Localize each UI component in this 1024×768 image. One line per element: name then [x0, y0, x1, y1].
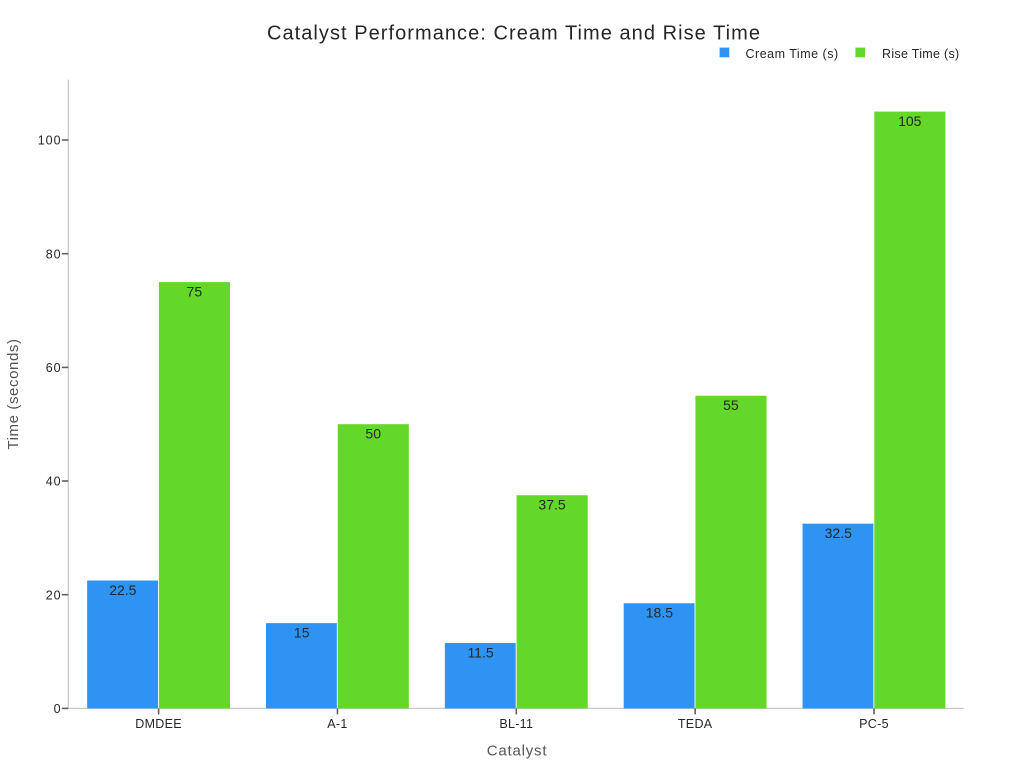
svg-text:11.5: 11.5	[467, 644, 493, 660]
svg-text:100: 100	[38, 134, 62, 148]
svg-text:15: 15	[294, 624, 310, 640]
svg-text:Cream Time (s): Cream Time (s)	[746, 47, 839, 61]
svg-text:Catalyst: Catalyst	[487, 742, 548, 759]
svg-text:22.5: 22.5	[109, 582, 136, 598]
svg-text:37.5: 37.5	[538, 497, 565, 513]
svg-text:PC-5: PC-5	[859, 717, 889, 731]
svg-text:75: 75	[187, 283, 203, 299]
svg-text:DMDEE: DMDEE	[135, 717, 182, 731]
svg-text:Rise Time (s): Rise Time (s)	[882, 47, 960, 61]
svg-text:80: 80	[46, 247, 62, 261]
svg-text:18.5: 18.5	[646, 605, 673, 621]
svg-text:BL-11: BL-11	[499, 717, 533, 731]
svg-text:40: 40	[46, 475, 62, 489]
svg-text:0: 0	[54, 702, 62, 716]
svg-text:Catalyst Performance: Cream Ti: Catalyst Performance: Cream Time and Ris…	[267, 23, 761, 45]
svg-text:20: 20	[46, 588, 62, 602]
svg-text:60: 60	[46, 361, 62, 375]
svg-text:50: 50	[365, 426, 381, 442]
svg-text:TEDA: TEDA	[678, 717, 713, 731]
svg-text:55: 55	[723, 397, 739, 413]
svg-text:Time (seconds): Time (seconds)	[5, 338, 22, 449]
svg-text:32.5: 32.5	[825, 525, 852, 541]
svg-text:A-1: A-1	[327, 717, 347, 731]
svg-text:105: 105	[898, 113, 922, 129]
